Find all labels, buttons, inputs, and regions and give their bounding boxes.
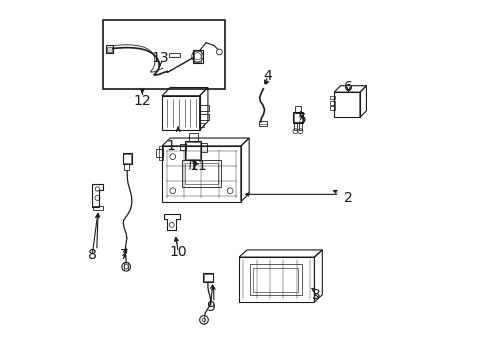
Bar (188, 134, 198, 140)
Bar (333, 92, 359, 117)
Bar (185, 140, 201, 160)
Bar (192, 50, 202, 63)
Bar (258, 121, 266, 126)
Text: 3: 3 (311, 288, 320, 302)
Bar (93, 206, 102, 211)
Text: 5: 5 (297, 112, 305, 126)
Text: 9: 9 (205, 300, 214, 314)
Bar (123, 154, 131, 163)
Bar (295, 106, 300, 113)
Bar (155, 149, 163, 157)
Text: 13: 13 (151, 51, 169, 65)
Bar (329, 107, 334, 110)
Bar (124, 163, 128, 170)
Bar (193, 51, 201, 62)
Bar (106, 45, 113, 53)
Bar (293, 122, 297, 130)
Bar (198, 114, 208, 120)
Bar (162, 96, 199, 130)
Bar (329, 101, 334, 105)
Bar (185, 163, 217, 184)
Bar (298, 122, 302, 130)
Text: 2: 2 (344, 191, 352, 205)
Text: 11: 11 (189, 159, 206, 173)
Text: 10: 10 (169, 245, 186, 259)
Bar (159, 146, 163, 160)
Bar (253, 267, 298, 292)
Bar (162, 146, 241, 202)
Bar (182, 160, 221, 187)
Bar (102, 21, 224, 89)
Bar (106, 46, 112, 51)
Bar (203, 274, 212, 282)
Bar (249, 264, 301, 295)
Text: 8: 8 (87, 248, 96, 262)
Bar (203, 273, 213, 282)
Bar (239, 257, 314, 302)
Text: 12: 12 (133, 94, 151, 108)
Bar (293, 113, 302, 122)
Bar (201, 143, 206, 152)
Bar (198, 105, 208, 111)
Bar (122, 153, 132, 164)
Bar (180, 144, 186, 150)
Bar (292, 112, 303, 123)
Bar (169, 53, 180, 57)
Bar (186, 141, 200, 159)
Bar (329, 96, 334, 99)
Text: 1: 1 (166, 139, 175, 153)
Text: 4: 4 (263, 69, 272, 83)
Text: 7: 7 (120, 248, 128, 262)
Bar (198, 123, 203, 127)
Text: 6: 6 (344, 80, 352, 94)
